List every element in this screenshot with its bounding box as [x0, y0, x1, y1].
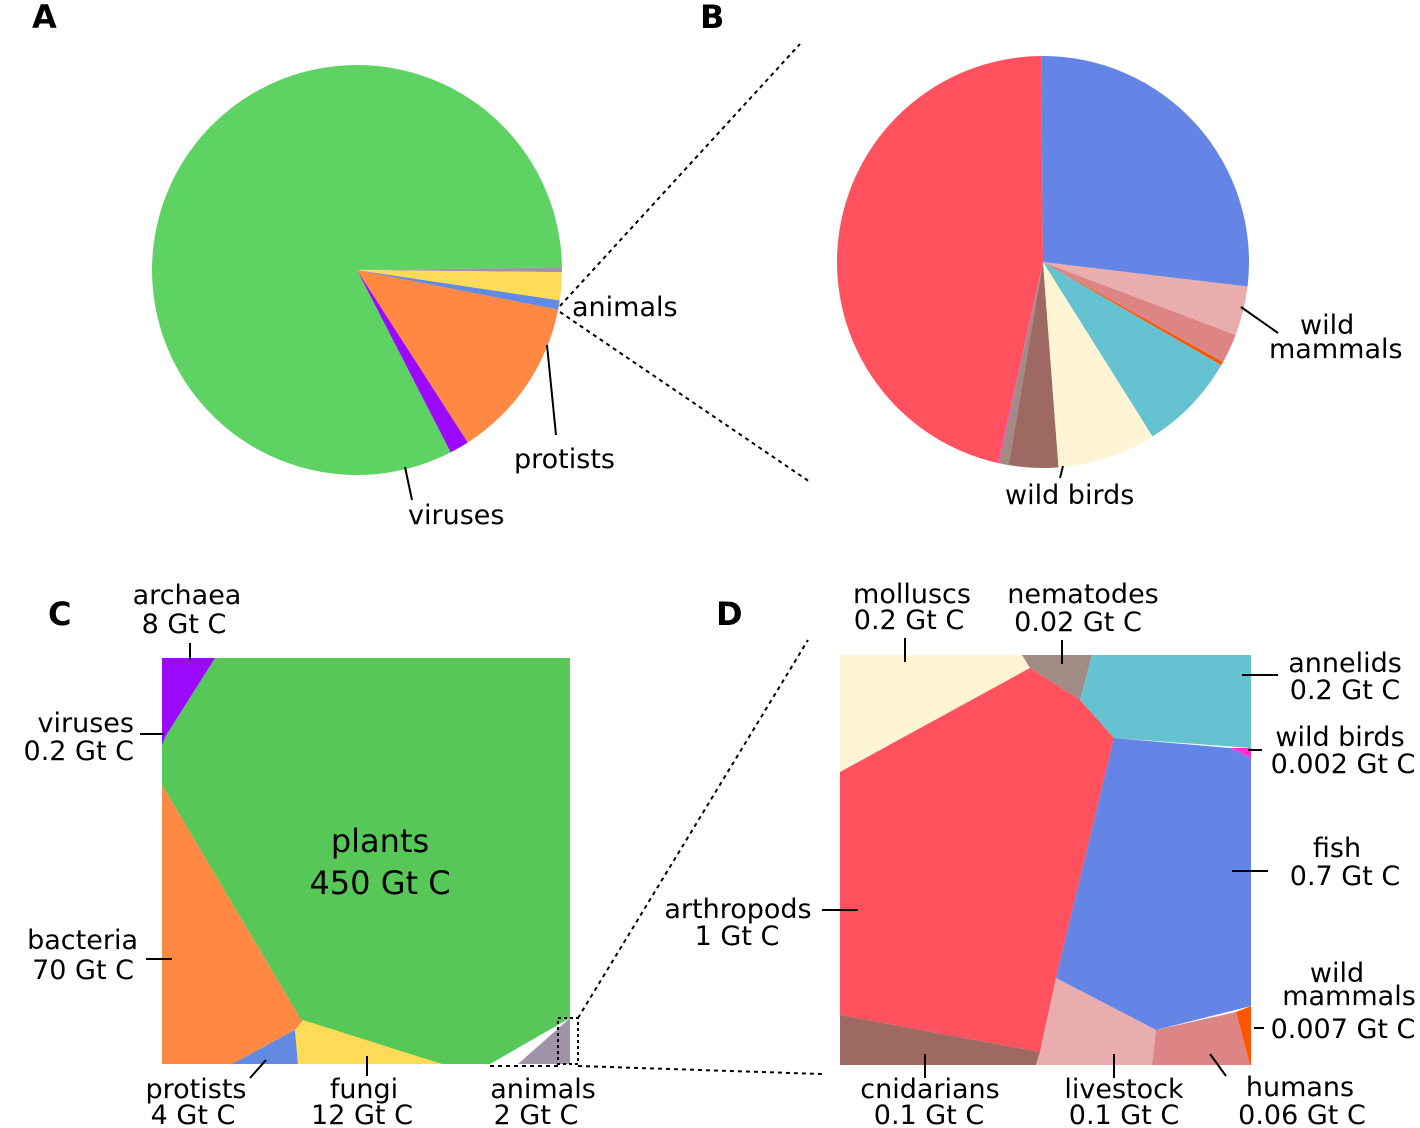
label-c-protists-name: protists: [146, 1074, 247, 1105]
pie-b-slice-wild-birds: [997, 262, 1043, 464]
zoom-box-c: [557, 1017, 579, 1065]
pie-b-slice-molluscs: [1043, 262, 1153, 468]
panel-letter-c: C: [48, 595, 71, 633]
label-c-bacteria-value: 70 Gt C: [32, 955, 134, 986]
pie-b-label-wild-mammals-2: mammals: [1269, 334, 1403, 365]
cell-d-wild-mammals: [1236, 1006, 1251, 1065]
connector-ab-bottom: [559, 311, 811, 483]
pie-b-slice-fish: [1041, 56, 1250, 287]
wild-mammals-leader-b: [1240, 306, 1279, 334]
label-d-fish-value: 0.7 Gt C: [1290, 861, 1400, 892]
cell-c-fungi: [295, 1020, 442, 1064]
voronoi-d-labels: molluscs 0.2 Gt C nematodes 0.02 Gt C an…: [664, 579, 1415, 1128]
leader-d-humans: [1209, 1053, 1227, 1077]
pie-b-slice-wild-mammals: [1043, 262, 1224, 366]
cell-d-cnidarians: [840, 1015, 1040, 1065]
pie-a-slice-fungi: [357, 270, 562, 301]
label-c-bacteria-name: bacteria: [27, 925, 138, 956]
pie-b-label-wild-birds: wild birds: [1005, 480, 1134, 511]
label-d-fish-name: fish: [1313, 833, 1361, 864]
pie-a-slice-viruses: [357, 270, 468, 453]
label-c-animals-name: animals: [490, 1074, 596, 1105]
cell-d-wild-birds: [1230, 748, 1251, 758]
pie-a-slice-protists: [357, 270, 560, 310]
label-d-cnidarians-name: cnidarians: [860, 1074, 999, 1105]
pie-a-label-animals: animals: [572, 292, 678, 323]
cell-c-protists: [232, 1030, 298, 1064]
pie-b-labels: wild mammals wild birds: [1005, 306, 1403, 511]
connector-cd-bottom: [577, 1065, 823, 1075]
pie-b-slice-humans: [1043, 262, 1236, 363]
leader-c-protists: [249, 1059, 267, 1079]
label-d-molluscs-name: molluscs: [853, 579, 971, 610]
pie-a-label-viruses: viruses: [408, 500, 504, 531]
label-c-viruses-name: viruses: [38, 708, 134, 739]
label-c-fungi-value: 12 Gt C: [311, 1100, 413, 1128]
label-c-plants-name: plants: [331, 822, 429, 860]
label-d-arthropods-value: 1 Gt C: [695, 921, 780, 952]
label-d-wild-mammals-value: 0.007 Gt C: [1271, 1014, 1416, 1045]
cell-d-livestock: [1036, 978, 1156, 1065]
label-d-arthropods-name: arthropods: [664, 894, 811, 925]
cell-c-archaea: [162, 658, 215, 742]
connector-cd-top: [577, 639, 809, 1019]
panel-letter-b: B: [700, 0, 724, 36]
label-c-plants-value: 450 Gt C: [309, 864, 450, 902]
voronoi-c: [162, 658, 570, 1064]
pie-b-slice-livestock: [1043, 262, 1248, 335]
pie-b-slice-arthropods: [836, 56, 1043, 464]
cell-d-molluscs: [840, 655, 1030, 772]
label-d-annelids-name: annelids: [1288, 648, 1402, 679]
voronoi-c-labels: plants 450 Gt C archaea 8 Gt C viruses 0…: [24, 580, 596, 1128]
pie-b-slice-annelids: [1043, 262, 1222, 437]
cell-d-annelids: [1080, 655, 1251, 748]
protists-leader-a: [546, 344, 557, 436]
label-d-humans-name: humans: [1246, 1072, 1354, 1103]
panel-letter-a: A: [32, 0, 57, 36]
label-d-nematodes-value: 0.02 Gt C: [1014, 607, 1142, 638]
label-c-protists-value: 4 Gt C: [151, 1100, 236, 1128]
voronoi-d: [840, 655, 1251, 1065]
pie-a-labels: viruses protists animals: [404, 292, 678, 531]
pie-b: [836, 56, 1250, 468]
label-d-nematodes-name: nematodes: [1007, 579, 1159, 610]
label-c-animals-value: 2 Gt C: [494, 1100, 579, 1128]
label-d-livestock-name: livestock: [1064, 1074, 1184, 1105]
cell-c-bacteria: [162, 785, 303, 1064]
pie-a-slice-plants: [151, 64, 562, 475]
label-c-viruses-value: 0.2 Gt C: [24, 736, 134, 767]
cell-c-plants: [162, 658, 570, 1064]
cell-c-viruses: [162, 735, 166, 745]
pie-b-label-wild-mammals-1: wild: [1300, 310, 1354, 341]
label-d-wild-birds-name: wild birds: [1275, 722, 1404, 753]
label-c-archaea-name: archaea: [133, 580, 242, 611]
label-d-wild-birds-value: 0.002 Gt C: [1271, 749, 1416, 780]
wild-birds-leader-b: [1059, 465, 1064, 479]
pie-a-slice-bacteria: [357, 270, 559, 443]
pie-a-label-protists: protists: [514, 444, 615, 475]
label-d-cnidarians-value: 0.1 Gt C: [874, 1100, 984, 1128]
cell-d-fish: [1056, 738, 1251, 1030]
pie-b-slice-nematodes: [998, 262, 1043, 466]
pie-b-slice-cnidarians: [1008, 262, 1059, 468]
cell-d-nematodes: [1022, 655, 1092, 700]
label-c-archaea-value: 8 Gt C: [142, 609, 227, 640]
connector-ab-top: [559, 43, 801, 307]
label-d-humans-value: 0.06 Gt C: [1238, 1100, 1366, 1128]
viruses-leader-a: [404, 466, 413, 501]
label-d-annelids-value: 0.2 Gt C: [1290, 675, 1400, 706]
cell-d-humans: [1152, 1012, 1250, 1065]
label-d-molluscs-value: 0.2 Gt C: [854, 605, 964, 636]
panel-letter-d: D: [716, 595, 743, 633]
label-c-fungi-name: fungi: [330, 1074, 398, 1105]
label-d-livestock-value: 0.1 Gt C: [1069, 1100, 1179, 1128]
label-d-wild-mammals-name-2: mammals: [1282, 981, 1416, 1012]
pie-a: [151, 64, 562, 475]
cell-d-arthropods: [840, 668, 1114, 1052]
label-d-wild-mammals-name-1: wild: [1310, 958, 1364, 989]
pie-a-slice-animals: [357, 267, 562, 273]
